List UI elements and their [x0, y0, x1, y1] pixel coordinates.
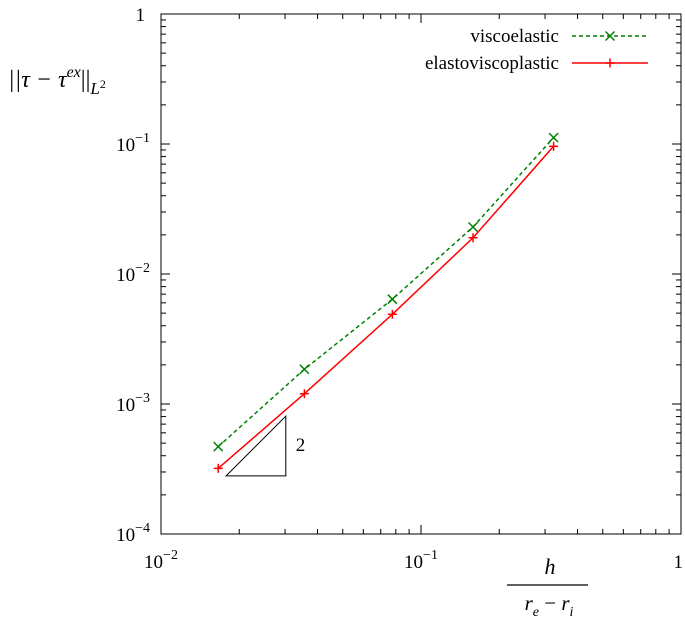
data-point-viscoelastic	[467, 221, 479, 233]
y-label-close: ||	[81, 67, 91, 93]
data-point-viscoelastic	[213, 441, 224, 452]
slope-triangle-shape	[224, 414, 287, 477]
x-label-r1: r	[525, 591, 534, 615]
y-tick-label: 1	[136, 5, 146, 26]
x-label-numerator: h	[545, 554, 556, 579]
axis-ticks: 10−2 10−1 1 10−4 10−3 10−2 10−1 1	[116, 5, 683, 573]
y-tick-label: 10−4	[116, 521, 150, 546]
y-label-sub: L	[89, 79, 99, 98]
x-label-r2: r	[561, 591, 570, 615]
x-label-minus: −	[539, 591, 561, 615]
legend: viscoelastic elastoviscoplastic	[425, 26, 648, 74]
x-tick-label: 1	[674, 552, 684, 573]
y-label-subsup: 2	[100, 77, 106, 91]
y-tick-label: 10−2	[116, 261, 150, 286]
data-point-viscoelastic	[387, 294, 398, 305]
x-tick-label: 10−2	[144, 548, 178, 573]
x-label-denominator: re − ri	[525, 591, 574, 619]
y-axis-label: ||τ − τex||L2	[8, 64, 106, 98]
series-line-viscoelastic	[217, 137, 555, 448]
slope-label: 2	[296, 435, 306, 456]
y-label-norm: ||τ − τ	[8, 67, 68, 93]
legend-label-elastoviscoplastic: elastoviscoplastic	[425, 53, 559, 74]
slope-triangle: 2	[224, 414, 306, 477]
data-point-viscoelastic	[548, 132, 559, 143]
series-layer	[213, 132, 559, 473]
x-label-sub-i: i	[570, 605, 574, 619]
x-tick-label: 10−1	[404, 548, 438, 573]
series-line-elastoviscoplastic	[217, 145, 555, 469]
y-tick-label: 10−3	[116, 391, 150, 416]
y-label-sup: ex	[67, 64, 81, 81]
legend-label-viscoelastic: viscoelastic	[470, 26, 559, 47]
data-point-viscoelastic	[299, 364, 310, 375]
x-label-sub-e: e	[533, 605, 539, 619]
legend-marker-viscoelastic	[604, 30, 616, 42]
y-tick-label: 10−1	[116, 131, 150, 156]
